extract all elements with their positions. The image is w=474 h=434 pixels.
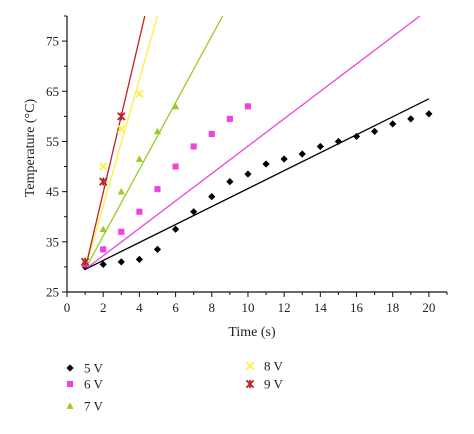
data-point-series-0 bbox=[244, 170, 252, 178]
data-point-series-0 bbox=[352, 132, 361, 141]
data-point-series-2 bbox=[117, 188, 125, 195]
data-point-series-0 bbox=[298, 150, 306, 158]
data-point-series-2 bbox=[135, 155, 143, 162]
y-tick-label: 35 bbox=[46, 234, 59, 249]
data-point-series-0 bbox=[171, 225, 180, 233]
data-point-series-1 bbox=[100, 246, 107, 253]
data-point-series-0 bbox=[117, 258, 125, 266]
data-point-series-1 bbox=[226, 115, 233, 122]
data-point-series-2 bbox=[171, 102, 180, 110]
legend-item-0: 5 V bbox=[66, 361, 104, 376]
data-point-series-4 bbox=[98, 177, 108, 186]
x-tick-label: 6 bbox=[172, 300, 179, 315]
data-point-series-3 bbox=[117, 124, 126, 134]
legend-marker-3 bbox=[245, 361, 255, 371]
x-tick-label: 12 bbox=[278, 300, 291, 315]
legend-marker-1 bbox=[66, 380, 74, 388]
axes: 0 2 4 6 8 10 12 14 16 18 20 25 35 45 55 65 75 bbox=[46, 15, 448, 315]
data-point-series-3 bbox=[135, 89, 144, 99]
data-point-series-0 bbox=[135, 255, 143, 263]
data-point-series-0 bbox=[425, 110, 433, 118]
legend-marker-0 bbox=[66, 364, 74, 372]
x-tick-label: 18 bbox=[386, 300, 399, 315]
data-point-series-0 bbox=[262, 160, 270, 168]
plot-area bbox=[80, 16, 433, 271]
y-tick-label: 45 bbox=[46, 184, 59, 199]
x-tick-label: 16 bbox=[350, 300, 364, 315]
y-tick-label: 75 bbox=[46, 34, 59, 49]
data-point-series-1 bbox=[136, 208, 143, 215]
data-point-series-3 bbox=[98, 162, 108, 171]
data-point-series-0 bbox=[208, 193, 216, 201]
data-point-series-4 bbox=[117, 112, 126, 121]
data-point-series-0 bbox=[316, 142, 324, 151]
legend-label-0: 5 V bbox=[84, 361, 104, 376]
data-point-series-0 bbox=[371, 127, 379, 136]
x-tick-label: 2 bbox=[100, 300, 107, 315]
data-point-series-0 bbox=[153, 245, 162, 253]
data-point-series-1 bbox=[172, 163, 179, 170]
data-point-series-1 bbox=[118, 228, 125, 235]
legend-label-2: 7 V bbox=[84, 399, 104, 414]
x-tick-label: 8 bbox=[209, 300, 216, 315]
x-tick-label: 4 bbox=[136, 300, 143, 315]
fit-line-series-0 bbox=[84, 98, 430, 271]
legend-item-2: 7 V bbox=[66, 399, 104, 414]
data-point-series-0 bbox=[99, 260, 107, 268]
data-point-series-2 bbox=[99, 225, 107, 233]
legend-label-4: 9 V bbox=[264, 377, 284, 392]
data-point-series-0 bbox=[407, 115, 415, 123]
x-tick-label: 10 bbox=[241, 300, 254, 315]
legend: 5 V6 V 7 V 8 V 9 V bbox=[66, 359, 284, 414]
data-point-series-1 bbox=[208, 130, 215, 137]
data-point-series-1 bbox=[190, 143, 197, 150]
y-tick-label: 65 bbox=[46, 84, 59, 99]
x-tick-label: 20 bbox=[422, 300, 435, 315]
data-point-series-0 bbox=[334, 137, 343, 146]
legend-item-3: 8 V bbox=[245, 359, 284, 374]
y-tick-label: 55 bbox=[46, 134, 59, 149]
data-point-series-0 bbox=[389, 120, 397, 128]
fit-line-series-2 bbox=[84, 16, 224, 270]
legend-item-1: 6 V bbox=[66, 377, 104, 392]
data-point-series-4 bbox=[80, 257, 90, 267]
legend-item-4: 9 V bbox=[245, 377, 284, 392]
legend-marker-2 bbox=[66, 402, 74, 409]
x-tick-label: 0 bbox=[64, 300, 71, 315]
data-point-series-1 bbox=[154, 186, 161, 193]
legend-label-1: 6 V bbox=[84, 377, 104, 392]
y-axis-label: Temperature (°C) bbox=[23, 99, 38, 198]
data-point-series-2 bbox=[153, 127, 162, 135]
fit-line-series-1 bbox=[84, 16, 421, 270]
data-point-series-0 bbox=[280, 155, 288, 163]
x-axis-label: Time (s) bbox=[228, 325, 276, 340]
data-point-series-0 bbox=[226, 178, 234, 186]
legend-marker-4 bbox=[245, 379, 255, 389]
legend-label-3: 8 V bbox=[264, 359, 284, 374]
data-point-series-0 bbox=[190, 208, 198, 216]
y-tick-label: 25 bbox=[46, 285, 59, 300]
x-tick-label: 14 bbox=[314, 300, 328, 315]
fit-line-series-3 bbox=[84, 16, 159, 270]
fit-line-series-4 bbox=[84, 16, 146, 270]
data-point-series-1 bbox=[244, 103, 252, 110]
